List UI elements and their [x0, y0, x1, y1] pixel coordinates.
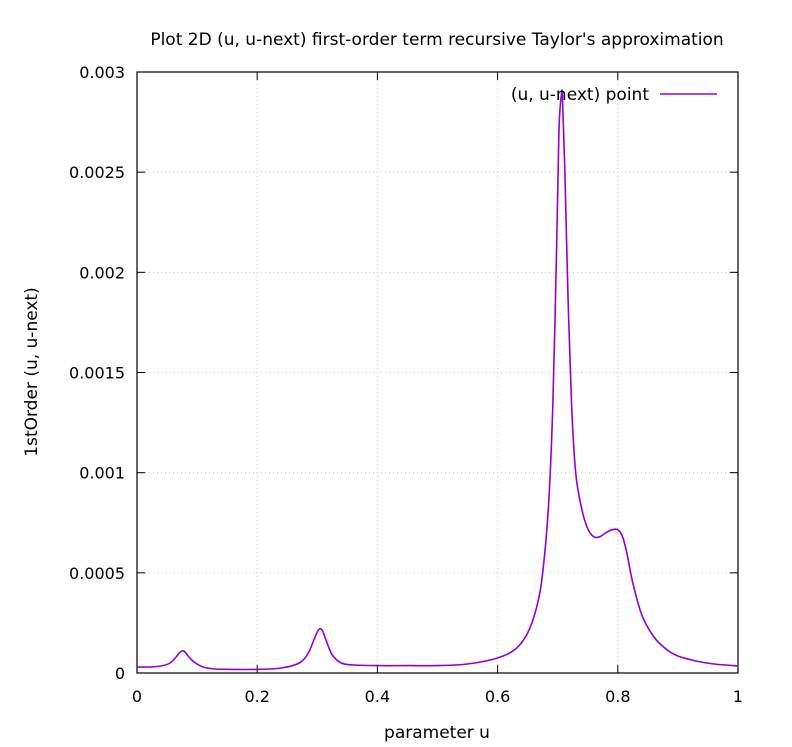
chart-title: Plot 2D (u, u-next) first-order term rec… [150, 30, 723, 50]
x-tick-label: 0.8 [605, 687, 630, 706]
y-tick-label: 0.003 [79, 63, 125, 82]
legend: (u, u-next) point [511, 85, 717, 105]
x-tick-label: 0.6 [485, 687, 510, 706]
y-tick-label: 0.0015 [69, 364, 125, 383]
x-axis-label: parameter u [384, 723, 490, 743]
y-tick-label: 0.002 [79, 263, 125, 282]
legend-label: (u, u-next) point [511, 85, 650, 105]
axis-ticks [136, 71, 739, 674]
y-tick-label: 0.0025 [69, 163, 125, 182]
y-tick-label: 0.0005 [69, 564, 125, 583]
y-axis-label: 1stOrder (u, u-next) [22, 287, 42, 456]
y-tick-label: 0.001 [79, 464, 125, 483]
series-line [136, 89, 739, 671]
y-tick-label: 0 [115, 664, 125, 683]
x-tick-labels: 0 0.2 0.4 0.6 0.8 1 [132, 687, 743, 706]
x-tick-label: 0 [132, 687, 142, 706]
x-tick-label: 0.2 [244, 687, 269, 706]
x-tick-label: 1 [733, 687, 743, 706]
x-tick-label: 0.4 [365, 687, 390, 706]
y-tick-labels: 0 0.0005 0.001 0.0015 0.002 0.0025 0.003 [69, 63, 125, 683]
grid-lines [137, 72, 738, 673]
